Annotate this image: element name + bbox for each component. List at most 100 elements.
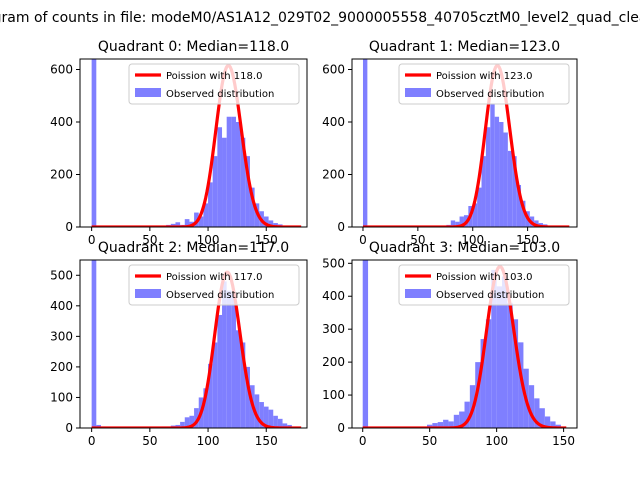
histogram-bar bbox=[453, 414, 460, 428]
histogram-bar bbox=[184, 219, 190, 227]
poisson-fit-line bbox=[362, 63, 570, 227]
histogram-bar bbox=[235, 330, 241, 428]
y-tick-label: 200 bbox=[322, 168, 345, 182]
legend-fit-label: Poission with 117.0 bbox=[166, 272, 262, 283]
histogram-bar bbox=[496, 286, 502, 428]
histogram-bar bbox=[502, 276, 508, 428]
axes-frame bbox=[351, 58, 578, 228]
histogram-bar bbox=[459, 411, 465, 428]
histogram-bar bbox=[534, 220, 539, 227]
x-tick-label: 100 bbox=[461, 233, 484, 247]
legend-hist-label: Observed distribution bbox=[166, 89, 274, 100]
histogram-bar bbox=[203, 203, 209, 227]
y-tick-label: 400 bbox=[322, 289, 345, 303]
histogram-bar bbox=[534, 398, 540, 428]
y-tick-label: 400 bbox=[322, 115, 345, 129]
legend-fit-label: Poission with 103.0 bbox=[436, 272, 532, 283]
histogram-bar bbox=[455, 221, 460, 227]
plot-area bbox=[362, 260, 567, 428]
histogram-bar bbox=[277, 418, 283, 428]
x-tick-label: 0 bbox=[88, 233, 96, 247]
y-tick-label: 400 bbox=[50, 299, 73, 313]
y-tick-label: 0 bbox=[337, 421, 345, 435]
histogram-bar bbox=[481, 156, 486, 227]
histogram-bar bbox=[208, 182, 213, 227]
histogram-bar bbox=[516, 185, 522, 227]
quadrant-3-panel: Quadrant 3: Median=103.0 0 50 100 150 0 100 200… bbox=[322, 240, 578, 448]
histogram-bar bbox=[518, 342, 524, 428]
panel-title: Quadrant 3: Median=103.0 bbox=[369, 240, 560, 256]
histogram-bar bbox=[550, 421, 556, 428]
panel-title: Quadrant 1: Median=123.0 bbox=[369, 39, 560, 55]
histogram-bar bbox=[245, 156, 250, 227]
legend: Poission with 118.0 Observed distribution bbox=[128, 63, 300, 105]
histogram-bar bbox=[512, 319, 519, 428]
y-tick-label: 0 bbox=[337, 220, 345, 234]
y-tick-label: 200 bbox=[50, 360, 73, 374]
histogram-bar bbox=[249, 187, 255, 227]
legend: Poission with 123.0 Observed distribution bbox=[398, 63, 570, 105]
y-tick-label: 300 bbox=[322, 322, 345, 336]
x-tick-label: 50 bbox=[410, 233, 425, 247]
x-tick-label: 0 bbox=[359, 233, 367, 247]
histogram-bar bbox=[485, 127, 491, 227]
histogram-bar bbox=[240, 342, 246, 428]
legend-hist-swatch bbox=[135, 289, 161, 298]
histogram-bar bbox=[503, 132, 508, 227]
histogram-bar bbox=[282, 423, 288, 428]
axes-frame bbox=[79, 259, 308, 429]
x-tick-label: 100 bbox=[485, 434, 508, 448]
legend: Poission with 103.0 Observed distribution bbox=[398, 264, 570, 306]
histogram-bar bbox=[263, 216, 269, 227]
histogram-bar bbox=[263, 406, 269, 428]
histogram-bar bbox=[273, 223, 278, 227]
x-tick-label: 150 bbox=[552, 434, 575, 448]
histogram-bar bbox=[432, 423, 438, 428]
legend: Poission with 117.0 Observed distribution bbox=[128, 264, 300, 306]
x-tick-label: 0 bbox=[88, 434, 96, 448]
histogram-bar bbox=[254, 394, 260, 428]
histogram-bar bbox=[91, 260, 97, 428]
figure-suptitle: Histogram of counts in file: modeM0/AS1A… bbox=[0, 10, 640, 26]
histogram-bar bbox=[494, 116, 500, 227]
histogram-bar bbox=[212, 156, 218, 227]
histogram-bar bbox=[528, 385, 535, 428]
histogram-bar bbox=[491, 269, 497, 428]
x-tick-label: 150 bbox=[255, 434, 278, 448]
histogram-bar bbox=[226, 290, 232, 428]
poisson-fit-line bbox=[91, 270, 302, 428]
quadrant-2-panel: Quadrant 2: Median=117.0 0 50 100 150 0 100 200… bbox=[50, 240, 308, 448]
histogram-bar bbox=[203, 388, 209, 428]
y-tick-label: 200 bbox=[322, 355, 345, 369]
histogram-bar bbox=[217, 127, 223, 227]
histogram-bar bbox=[273, 415, 278, 428]
quadrant-0-panel: Quadrant 0: Median=118.0 0 50 100 150 0 200 400… bbox=[50, 39, 308, 247]
subplots-grid: Quadrant 0: Median=118.0 0 50 100 150 0 200 400… bbox=[50, 39, 578, 448]
legend-box bbox=[398, 63, 570, 105]
histogram-bar bbox=[362, 59, 368, 227]
histogram-bar bbox=[222, 281, 227, 428]
quadrant-1-panel: Quadrant 1: Median=123.0 0 50 100 150 0 200 400… bbox=[322, 39, 578, 247]
histogram-bar bbox=[427, 424, 433, 428]
x-tick-label: 50 bbox=[142, 233, 157, 247]
histogram-bar bbox=[459, 216, 464, 227]
histogram-bar bbox=[539, 408, 545, 428]
histogram-bar bbox=[175, 222, 181, 227]
y-tick-label: 100 bbox=[322, 388, 345, 402]
y-tick-label: 600 bbox=[50, 63, 73, 77]
poisson-fit-line bbox=[91, 63, 302, 227]
y-tick-label: 0 bbox=[65, 421, 73, 435]
plot-area bbox=[91, 260, 302, 428]
histogram-bar bbox=[477, 187, 482, 227]
histogram-bar bbox=[443, 419, 449, 428]
histogram-bar bbox=[499, 122, 504, 227]
legend-fit-label: Poission with 118.0 bbox=[166, 71, 262, 82]
histogram-bar bbox=[194, 408, 199, 428]
histogram-bar bbox=[91, 59, 97, 227]
histogram-bar bbox=[512, 156, 517, 227]
y-tick-label: 500 bbox=[50, 268, 73, 282]
histogram-bar bbox=[362, 260, 369, 428]
x-tick-label: 0 bbox=[359, 434, 367, 448]
legend-hist-swatch bbox=[405, 289, 431, 298]
